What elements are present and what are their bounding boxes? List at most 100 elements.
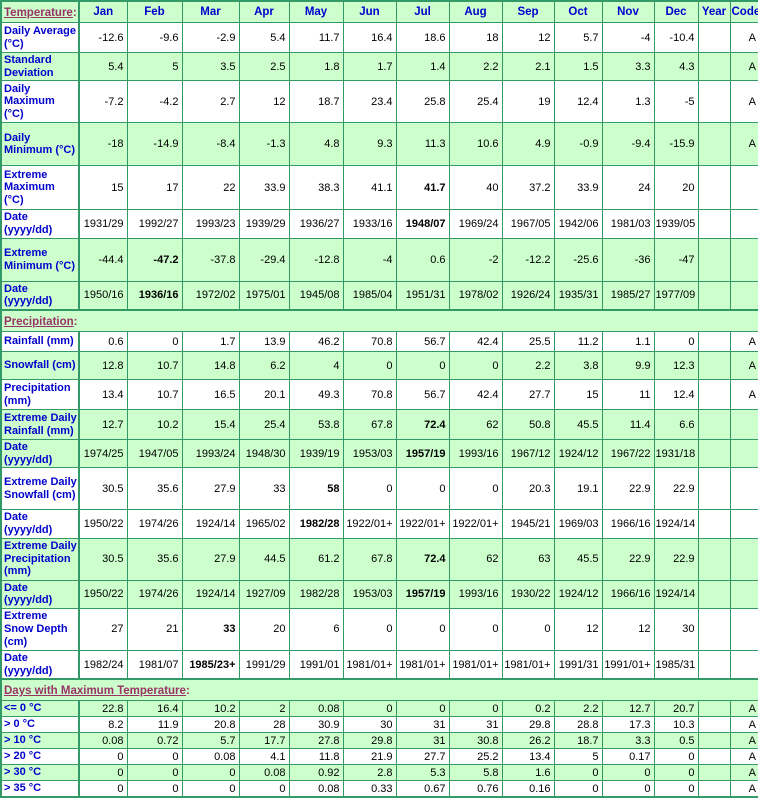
section-title-link-days-with-maximum-temperature[interactable]: Days with Maximum Temperature [4,685,186,698]
data-cell: 0.72 [126,732,183,750]
data-cell: 1.7 [181,331,240,353]
data-cell: 11.3 [395,122,450,167]
data-cell: 1924/14 [653,509,699,539]
data-cell: 10.2 [126,409,183,441]
data-cell: -10.4 [653,22,699,53]
data-cell: 45.5 [553,409,603,441]
data-cell: 0 [501,607,555,651]
data-cell: 1985/04 [342,280,397,311]
row-date-yyyy-dd: Date (yyyy/dd) 1950/22 1974/26 1924/14 1965/… [0,509,758,539]
row-date-yyyy-dd: Date (yyyy/dd) 1982/24 1981/07 1985/23+ 1991… [0,649,758,680]
year-cell [697,165,731,211]
data-cell: 1957/19 [395,579,450,609]
data-cell: 1981/03 [601,209,655,239]
data-cell: 1974/26 [126,579,183,609]
data-cell: 0 [653,764,699,782]
data-cell: 1939/19 [288,439,344,469]
code-cell [729,439,758,469]
data-cell: 13.4 [78,379,128,411]
year-cell [697,780,731,798]
data-cell: 1950/22 [78,509,128,539]
section-title-days-with-maximum-temperature[interactable]: Days with Maximum Temperature: [0,678,758,702]
data-cell: 5.7 [181,732,240,750]
data-cell: 5.4 [238,22,290,53]
data-cell: 29.8 [342,732,397,750]
data-cell: 1945/08 [288,280,344,311]
data-cell: -37.8 [181,237,240,282]
data-cell: 1967/22 [601,439,655,469]
data-cell: 0 [395,700,450,718]
section-title-link-temperature[interactable]: Temperature [4,7,73,19]
data-cell: 15.4 [181,409,240,441]
data-cell: 21.9 [342,748,397,766]
row-label: Extreme Minimum (°C) [0,237,80,282]
data-cell: 1972/02 [181,280,240,311]
data-cell: 4 [288,351,344,381]
data-cell: -14.9 [126,122,183,167]
row-10-c: > 10 °C 0.08 0.72 5.7 17.7 27.8 29.8 31 30.8 26.2… [0,732,758,750]
row-extreme-minimum-c: Extreme Minimum (°C) -44.4 -47.2 -37.8 -29.4… [0,237,758,282]
data-cell: 37.2 [501,165,555,211]
year-cell [697,579,731,609]
year-cell [697,237,731,282]
data-cell: 4.9 [501,122,555,167]
data-cell: 18.7 [288,80,344,124]
col-header-feb: Feb [126,0,183,23]
section-row-precipitation: Precipitation: [0,309,758,333]
data-cell: 25.2 [448,748,503,766]
data-cell: 12.7 [601,700,655,718]
data-cell: 3.8 [553,351,603,381]
data-cell: 30.5 [78,537,128,581]
section-title-colon: : [185,685,190,698]
data-cell: -4 [342,237,397,282]
year-cell [697,439,731,469]
data-cell: 1924/14 [181,579,240,609]
data-cell: 41.1 [342,165,397,211]
data-cell: 10.7 [126,379,183,411]
data-cell: 13.9 [238,331,290,353]
data-cell: 17.7 [238,732,290,750]
data-cell: 22.9 [601,467,655,511]
section-title-temperature[interactable]: Temperature: [0,0,80,23]
data-cell: -9.6 [126,22,183,53]
data-cell: 0.76 [448,780,503,798]
data-cell: -15.9 [653,122,699,167]
data-cell: 28.8 [553,716,603,734]
row-daily-maximum-c: Daily Maximum (°C) -7.2 -4.2 2.7 12 18.7 23.4 2… [0,80,758,124]
data-cell: 2.8 [342,764,397,782]
data-cell: 3.5 [181,51,240,82]
data-cell: 72.4 [395,537,450,581]
data-cell: 0 [342,607,397,651]
section-title-precipitation[interactable]: Precipitation: [0,309,758,333]
row-label: <= 0 °C [0,700,80,718]
data-cell: 22 [181,165,240,211]
section-title-link-precipitation[interactable]: Precipitation [4,316,74,329]
data-cell: 16.4 [342,22,397,53]
data-cell: 15 [78,165,128,211]
data-cell: 0 [601,780,655,798]
row-extreme-daily-precipitation-mm: Extreme Daily Precipitation (mm) 30.5 35.6… [0,537,758,581]
data-cell: 20 [238,607,290,651]
data-cell: 5.4 [78,51,128,82]
data-cell: 1951/31 [395,280,450,311]
data-cell: 1993/23 [181,209,240,239]
data-cell: 21 [126,607,183,651]
data-cell: 1931/29 [78,209,128,239]
data-cell: 1.6 [501,764,555,782]
data-cell: 30.5 [78,467,128,511]
data-cell: 0 [553,764,603,782]
data-cell: 1981/07 [126,649,183,680]
data-cell: 33.9 [238,165,290,211]
data-cell: 0 [448,467,503,511]
data-cell: 0 [653,331,699,353]
data-cell: 10.6 [448,122,503,167]
data-cell: 11 [601,379,655,411]
data-cell: 0 [78,748,128,766]
data-cell: 11.2 [553,331,603,353]
row-rainfall-mm: Rainfall (mm) 0.6 0 1.7 13.9 46.2 70.8 56.7 42.4… [0,331,758,353]
col-header-may: May [288,0,344,23]
code-cell [729,209,758,239]
data-cell: 1991/01 [288,649,344,680]
data-cell: 1924/12 [553,579,603,609]
data-cell: -4.2 [126,80,183,124]
